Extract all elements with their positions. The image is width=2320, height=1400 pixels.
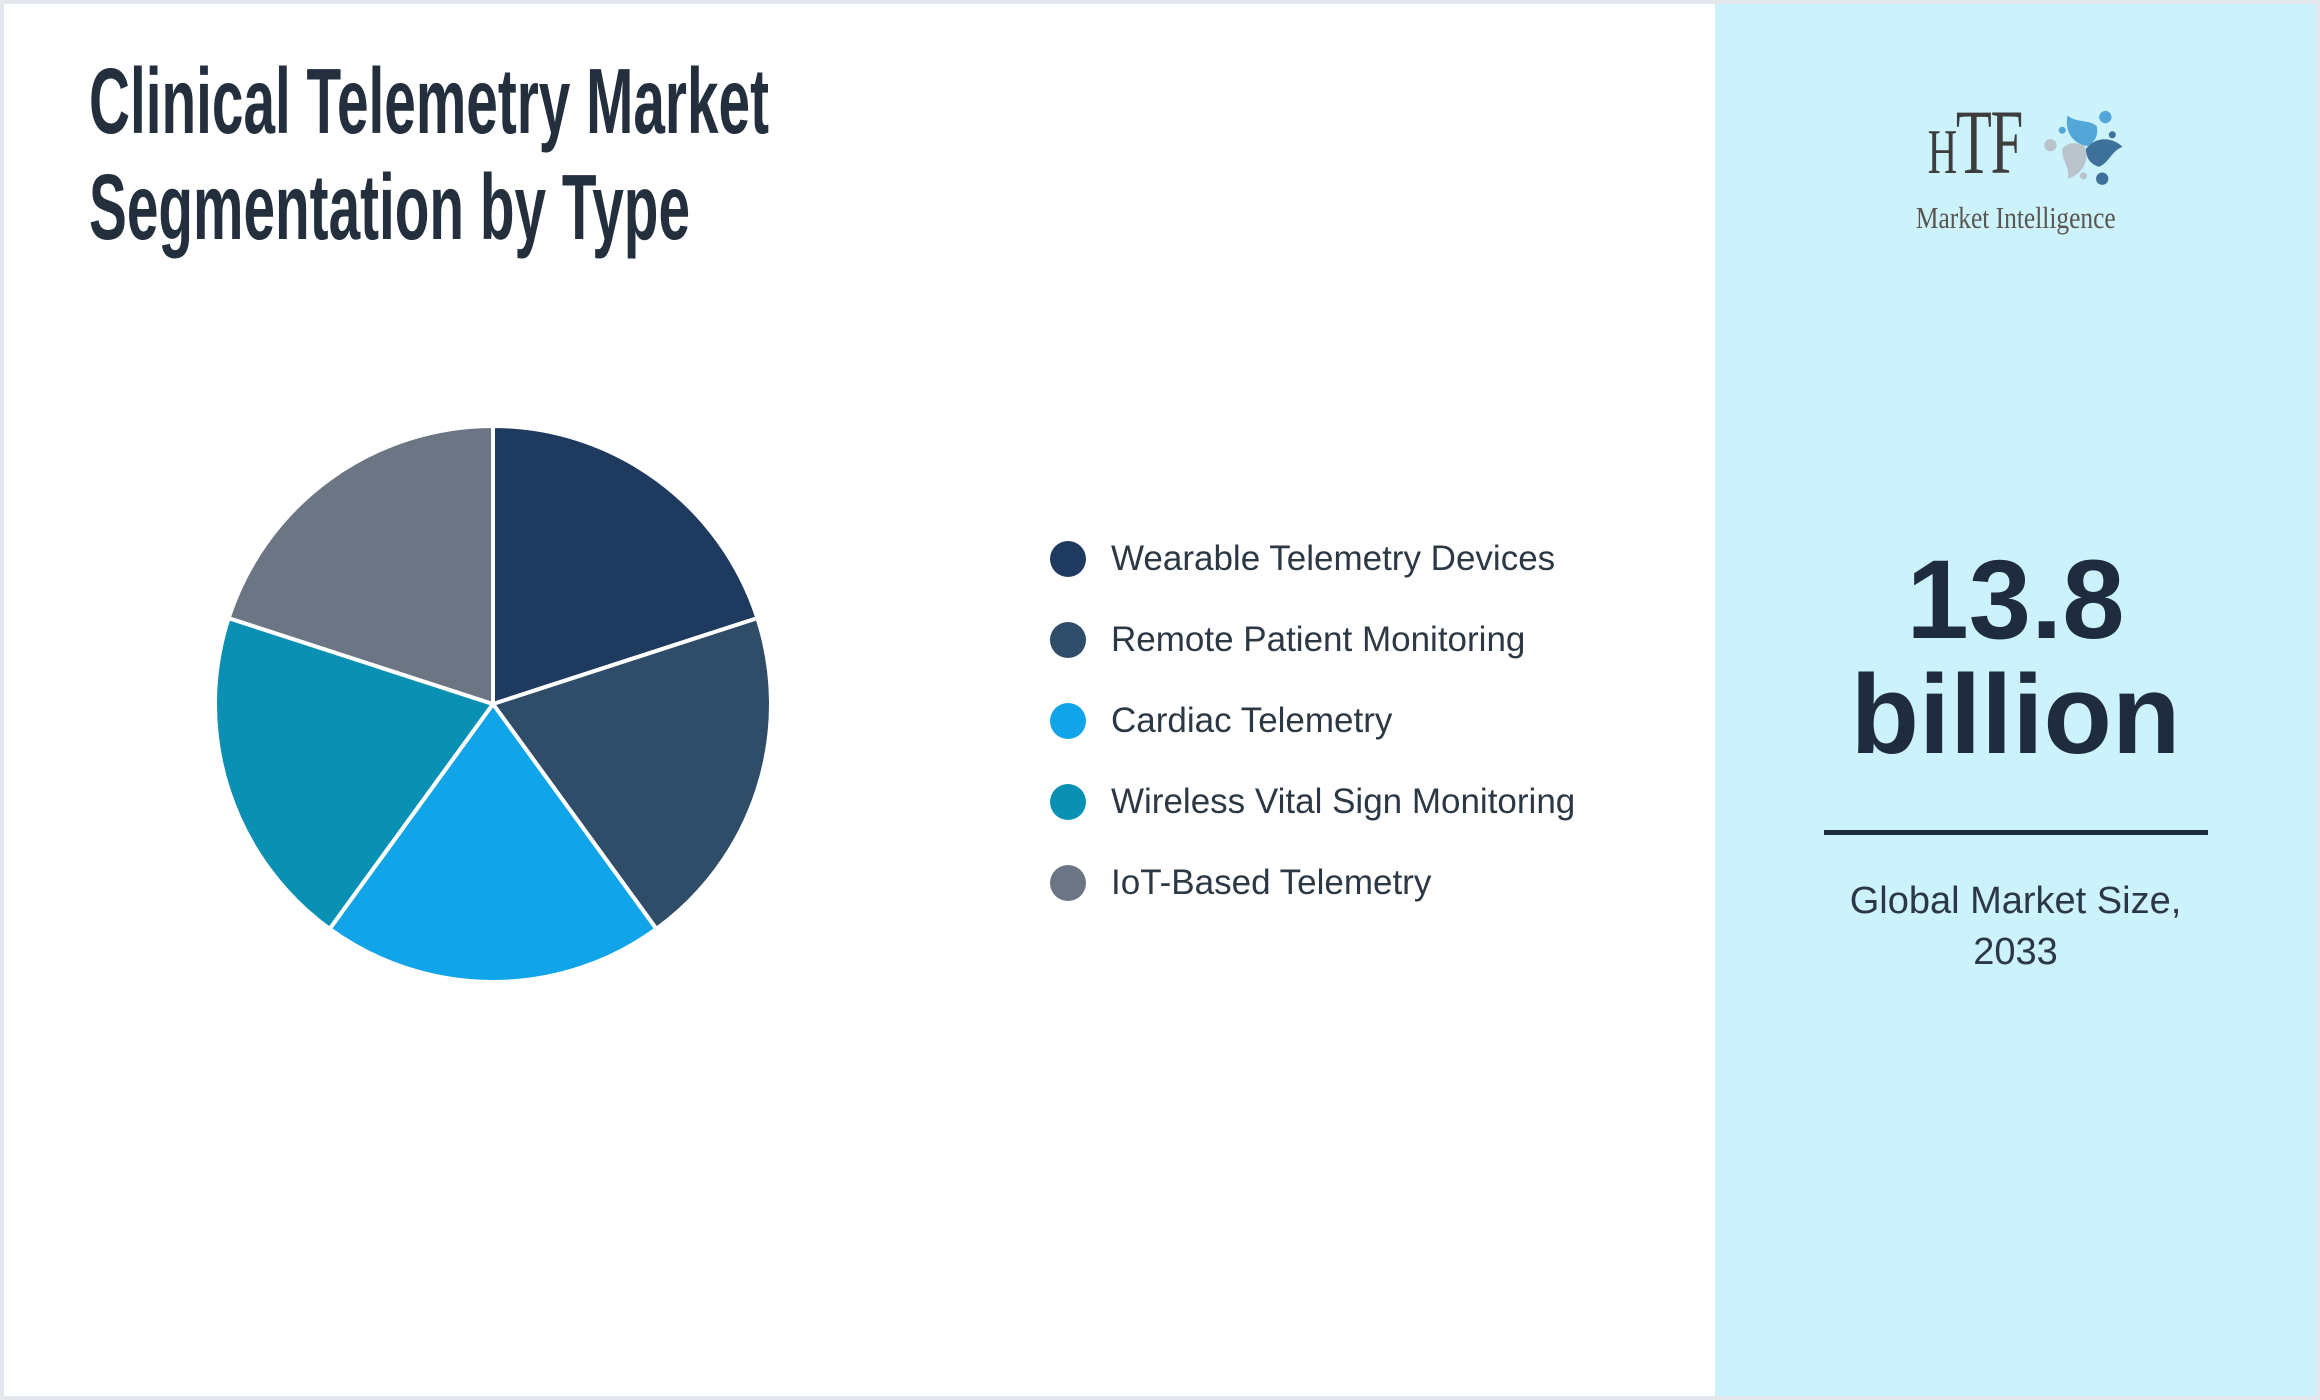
market-size-value-line1: 13.8 bbox=[1906, 537, 2125, 662]
htf-swirl-icon bbox=[2044, 110, 2123, 185]
legend-label: IoT-Based Telemetry bbox=[1111, 862, 1432, 902]
pie-slice-2 bbox=[327, 702, 659, 984]
legend-label: Wearable Telemetry Devices bbox=[1111, 538, 1556, 578]
market-size-label: Global Market Size, 2033 bbox=[1715, 876, 2316, 978]
htf-logo-inner: HTF bbox=[1894, 96, 2138, 236]
htf-logo-row: HTF bbox=[1901, 96, 2131, 198]
sidebar: HTF bbox=[1715, 4, 2316, 1396]
legend-label: Remote Patient Monitoring bbox=[1111, 619, 1526, 659]
market-size-value-line2: billion bbox=[1850, 652, 2181, 777]
page-title: Clinical Telemetry Market Segmentation b… bbox=[89, 48, 769, 260]
legend-dot-icon bbox=[1050, 621, 1086, 658]
htf-logo-subtext: Market Intelligence bbox=[1915, 200, 2116, 235]
divider-line bbox=[1823, 830, 2208, 835]
page-title-line2: Segmentation by Type bbox=[89, 155, 691, 259]
legend-dot-icon bbox=[1050, 864, 1086, 901]
market-size-label-line2: 2033 bbox=[1973, 931, 2058, 973]
legend-item: Wearable Telemetry Devices bbox=[1050, 518, 1575, 599]
pie-slice-3 bbox=[213, 616, 495, 931]
legend-item: IoT-Based Telemetry bbox=[1050, 842, 1575, 923]
pie-slice-4 bbox=[226, 424, 495, 706]
htf-logo: HTF bbox=[1715, 96, 2316, 236]
pie-slice-0 bbox=[491, 424, 760, 706]
legend-label: Wireless Vital Sign Monitoring bbox=[1111, 781, 1576, 821]
market-size-label-line1: Global Market Size, bbox=[1849, 880, 2182, 922]
htf-logo-text: HTF bbox=[1927, 96, 2023, 198]
legend-dot-icon bbox=[1050, 783, 1086, 820]
legend-dot-icon bbox=[1050, 702, 1086, 739]
legend: Wearable Telemetry Devices Remote Patien… bbox=[1050, 518, 1575, 923]
legend-item: Cardiac Telemetry bbox=[1050, 680, 1575, 761]
market-size-value: 13.8 billion bbox=[1715, 542, 2316, 772]
htf-logo-text-tf: TF bbox=[1955, 91, 2023, 193]
pie-chart bbox=[212, 423, 774, 985]
legend-item: Remote Patient Monitoring bbox=[1050, 599, 1575, 680]
page-title-line1: Clinical Telemetry Market bbox=[89, 49, 769, 153]
legend-dot-icon bbox=[1050, 540, 1086, 577]
htf-logo-text-h: H bbox=[1927, 116, 1957, 187]
legend-item: Wireless Vital Sign Monitoring bbox=[1050, 761, 1575, 842]
pie-chart-svg bbox=[213, 424, 773, 984]
pie-slice-1 bbox=[491, 616, 773, 931]
legend-label: Cardiac Telemetry bbox=[1111, 700, 1393, 740]
